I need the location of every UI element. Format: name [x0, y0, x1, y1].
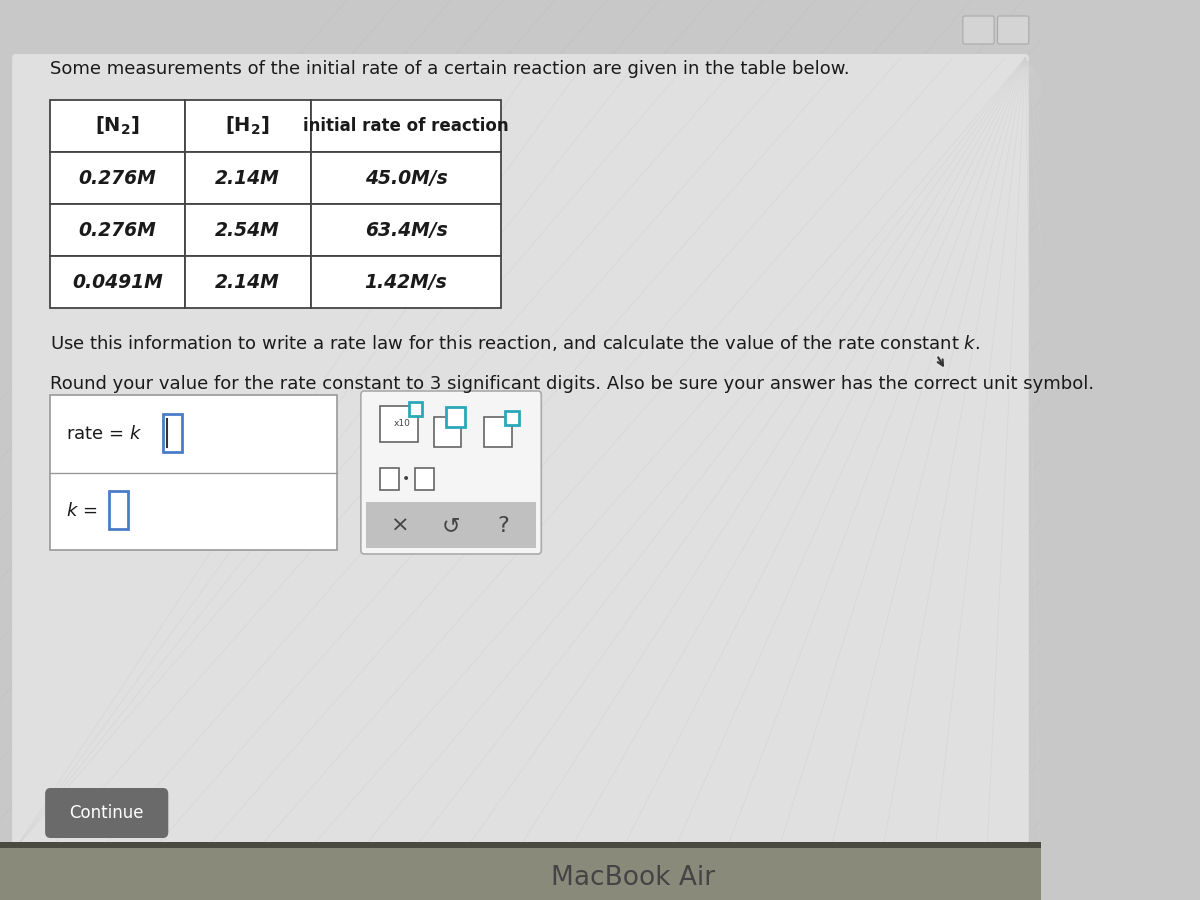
Bar	[446, 407, 464, 427]
Bar	[50, 256, 185, 308]
FancyBboxPatch shape	[997, 16, 1028, 44]
Bar	[185, 100, 311, 152]
Text: Use this information to write a rate law for this reaction, and calculate the va: Use this information to write a rate law…	[50, 333, 980, 353]
Text: x10: x10	[394, 419, 410, 428]
FancyBboxPatch shape	[962, 16, 994, 44]
Bar	[380, 406, 418, 442]
Bar	[415, 468, 433, 490]
Bar	[311, 256, 502, 308]
Text: Round your value for the rate constant to 3 significant digits. Also be sure you: Round your value for the rate constant t…	[50, 375, 1094, 393]
Bar	[185, 152, 311, 204]
Text: ?: ?	[497, 516, 509, 536]
Bar	[50, 100, 185, 152]
Text: 2.14M: 2.14M	[215, 168, 280, 187]
Bar	[311, 100, 502, 152]
Text: •: •	[402, 472, 410, 486]
Text: Some measurements of the initial rate of a certain reaction are given in the tab: Some measurements of the initial rate of…	[50, 60, 850, 78]
Text: 63.4M/s: 63.4M/s	[365, 220, 448, 239]
FancyBboxPatch shape	[12, 54, 1028, 852]
Bar	[0, 845, 1040, 900]
Text: 0.276M: 0.276M	[79, 220, 156, 239]
Bar	[409, 402, 421, 416]
Text: 2.54M: 2.54M	[215, 220, 280, 239]
Text: 1.42M/s: 1.42M/s	[365, 273, 448, 292]
Text: MacBook Air: MacBook Air	[551, 865, 715, 891]
Text: ×: ×	[391, 516, 410, 536]
Text: 0.0491M: 0.0491M	[72, 273, 163, 292]
Bar	[505, 411, 518, 425]
Bar	[109, 491, 128, 529]
Bar	[185, 256, 311, 308]
Bar	[484, 417, 511, 447]
Text: 45.0M/s: 45.0M/s	[365, 168, 448, 187]
Text: $\mathbf{[H_2]}$: $\mathbf{[H_2]}$	[226, 115, 270, 137]
Bar	[50, 152, 185, 204]
Bar	[0, 842, 1040, 848]
Bar	[50, 395, 336, 550]
Text: $\mathbf{[N_2]}$: $\mathbf{[N_2]}$	[95, 115, 140, 137]
Text: rate = $k$: rate = $k$	[66, 425, 142, 443]
Bar	[380, 468, 400, 490]
Bar	[433, 417, 462, 447]
Text: 2.14M: 2.14M	[215, 273, 280, 292]
FancyBboxPatch shape	[46, 788, 168, 838]
Bar	[163, 414, 182, 452]
Bar	[311, 204, 502, 256]
Text: 0.276M: 0.276M	[79, 168, 156, 187]
Text: initial rate of reaction: initial rate of reaction	[304, 117, 509, 135]
Bar	[311, 152, 502, 204]
FancyBboxPatch shape	[361, 391, 541, 554]
Text: ↺: ↺	[442, 516, 461, 536]
Text: $k$ =: $k$ =	[66, 502, 97, 520]
Bar	[50, 204, 185, 256]
Bar	[185, 204, 311, 256]
Text: Continue: Continue	[70, 804, 144, 822]
Bar	[366, 502, 536, 548]
